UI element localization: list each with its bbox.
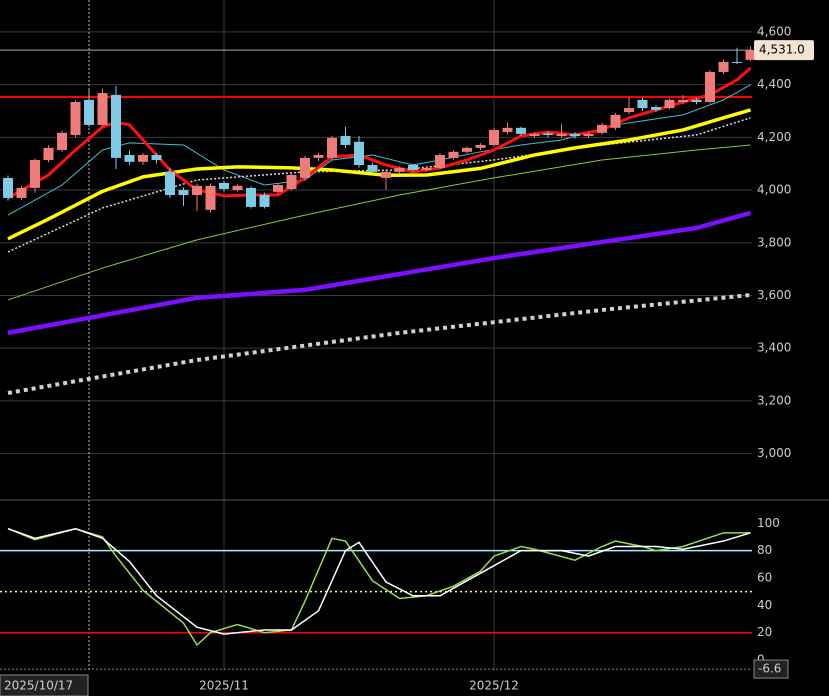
y-tick-label: 3,600	[757, 288, 791, 302]
y-tick-label: 0	[757, 653, 765, 667]
y-tick-label: 40	[757, 598, 772, 612]
candle-body	[97, 93, 108, 125]
candle-body	[516, 127, 526, 134]
date-box	[0, 674, 89, 696]
candle-body	[70, 102, 81, 135]
candle-body	[475, 144, 486, 148]
candle-body	[124, 154, 135, 162]
candle-body	[3, 177, 13, 198]
candle-body	[340, 136, 351, 145]
candle-body	[556, 133, 567, 137]
candle-body	[313, 154, 324, 158]
candle-body	[408, 164, 418, 171]
candle-body	[192, 185, 202, 196]
candle-body	[745, 50, 756, 60]
y-tick-label: 3,400	[757, 341, 791, 355]
candle-body	[597, 124, 607, 133]
candle-body	[381, 171, 391, 178]
candle-body	[718, 61, 729, 72]
y-tick-label: 4,600	[757, 24, 791, 38]
candle-body	[583, 133, 594, 137]
x-tick-label: 2025/12	[469, 679, 519, 693]
candle-body	[367, 164, 378, 172]
y-tick-label: 3,200	[757, 393, 791, 407]
moving-average	[7, 210, 752, 336]
candle-body	[273, 185, 283, 192]
candle-body	[43, 147, 54, 160]
y-tick-label: 4,400	[757, 77, 791, 91]
candle-body	[138, 154, 148, 162]
candle-body	[16, 187, 27, 198]
candle-body	[57, 132, 67, 150]
candle-body	[502, 127, 513, 133]
candle-body	[570, 133, 580, 137]
marker-box	[753, 659, 789, 679]
candle-body	[664, 99, 675, 109]
candle-body	[259, 195, 270, 207]
candle-body	[624, 108, 634, 113]
candle-body	[111, 94, 121, 158]
candle-body	[205, 185, 216, 210]
candle-body	[678, 99, 688, 103]
y-tick-label: 20	[757, 625, 772, 639]
candle-body	[246, 187, 256, 207]
candle-body	[327, 137, 337, 158]
oscillator-line	[7, 527, 751, 635]
candle-body	[84, 99, 94, 125]
moving-average	[7, 144, 751, 301]
marker-label: -6.6	[758, 662, 781, 676]
candle-body	[178, 190, 189, 196]
y-tick-label: 3,800	[757, 235, 791, 249]
candle-body	[232, 185, 243, 191]
y-tick-label: 100	[757, 516, 780, 530]
candle-body	[286, 175, 297, 189]
candle-body	[30, 159, 40, 188]
candle-body	[543, 133, 553, 135]
candle-body	[462, 147, 472, 152]
candle-body	[529, 133, 540, 137]
candle-body	[394, 167, 405, 172]
candle-body	[610, 114, 621, 128]
y-tick-label: 4,200	[757, 130, 791, 144]
candle-body	[691, 99, 702, 103]
oscillator-line	[7, 527, 751, 647]
candle-body	[448, 151, 459, 158]
candle-body	[705, 71, 715, 103]
candle-body	[489, 129, 499, 145]
y-tick-label: 4,000	[757, 183, 791, 197]
price-label: 4,531.0	[759, 43, 805, 57]
candle-body	[651, 107, 661, 110]
y-tick-label: 3,000	[757, 446, 791, 460]
candle-body	[300, 157, 310, 178]
moving-average	[7, 292, 751, 395]
candle-body	[421, 167, 432, 171]
candle-body	[435, 154, 445, 168]
candle-body	[165, 171, 175, 196]
candle-body	[151, 154, 162, 160]
y-tick-label: 60	[757, 570, 772, 584]
price-box	[754, 40, 814, 61]
x-tick-label: 2025/11	[199, 679, 249, 693]
candle-body	[732, 61, 742, 63]
y-tick-label: 80	[757, 543, 772, 557]
candle-body	[354, 141, 364, 165]
moving-average	[7, 66, 752, 200]
candle-body	[637, 99, 648, 109]
candle-body	[219, 182, 229, 189]
x-tick-label: 2025/10/17	[4, 679, 73, 693]
